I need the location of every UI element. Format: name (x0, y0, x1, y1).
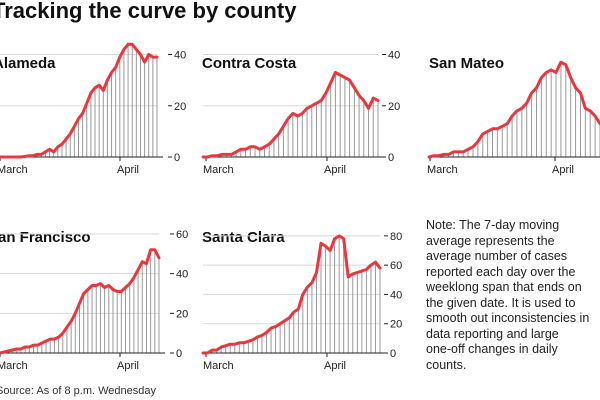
x-tick-label: March (427, 164, 458, 176)
x-tick-label: April (117, 360, 139, 372)
x-tick-label: April (552, 164, 574, 176)
chart-title: Contra Costa (202, 55, 297, 72)
x-tick-label: March (203, 164, 234, 176)
series-line (427, 60, 600, 159)
chart-title: San Francisco (0, 229, 91, 246)
x-tick-label: March (0, 360, 28, 372)
y-tick-label: 0 (388, 152, 394, 164)
series-line (0, 42, 159, 159)
x-tick-label: April (324, 360, 346, 372)
y-tick-label: 20 (174, 101, 186, 113)
series-line (201, 234, 382, 355)
chart-title: Santa Clara (202, 229, 285, 246)
series-line (0, 248, 161, 355)
source-note: Source: As of 8 p.m. Wednesday (0, 385, 156, 397)
y-tick-label: 60 (176, 229, 188, 241)
y-tick-label: 40 (390, 289, 402, 301)
y-tick-label: 40 (176, 269, 188, 281)
y-tick-label: 0 (390, 348, 396, 360)
y-tick-label: 40 (174, 50, 186, 62)
x-tick-label: March (203, 360, 234, 372)
page-title: Tracking the curve by county (0, 0, 297, 23)
y-tick-label: 20 (390, 319, 402, 331)
y-tick-label: 20 (388, 101, 400, 113)
chart-note: Note: The 7-day moving average represent… (426, 218, 590, 372)
x-tick-label: April (324, 164, 346, 176)
y-tick-label: 20 (176, 308, 188, 320)
x-tick-label: April (117, 164, 139, 176)
series-line (201, 70, 380, 159)
y-tick-label: 40 (388, 50, 400, 62)
y-tick-label: 0 (176, 348, 182, 360)
chart-title: Alameda (0, 55, 56, 72)
y-tick-label: 0 (174, 152, 180, 164)
y-tick-label: 80 (390, 231, 402, 243)
chart-title: San Mateo (429, 55, 504, 72)
x-tick-label: March (0, 164, 28, 176)
y-tick-label: 60 (390, 260, 402, 272)
